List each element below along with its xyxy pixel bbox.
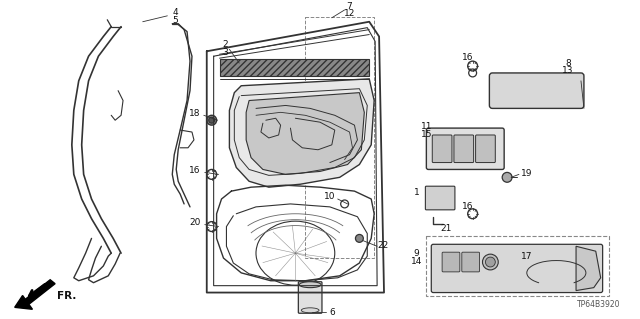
Text: 22: 22 (378, 241, 388, 250)
Bar (220, 59, 369, 76)
Polygon shape (576, 246, 601, 291)
Text: 7: 7 (347, 3, 353, 11)
Circle shape (207, 115, 216, 125)
Circle shape (502, 172, 512, 182)
Text: 5: 5 (172, 16, 178, 25)
Polygon shape (246, 93, 364, 174)
Ellipse shape (301, 308, 319, 313)
Text: 20: 20 (189, 218, 200, 227)
Text: 13: 13 (563, 66, 574, 76)
FancyBboxPatch shape (426, 186, 455, 210)
Text: 3: 3 (223, 48, 228, 57)
Circle shape (355, 234, 364, 242)
Text: 14: 14 (411, 256, 422, 265)
Circle shape (209, 117, 214, 123)
FancyBboxPatch shape (426, 128, 504, 169)
Text: 16: 16 (189, 166, 201, 175)
Text: 6: 6 (329, 308, 335, 317)
FancyBboxPatch shape (432, 135, 452, 163)
Text: 16: 16 (462, 53, 474, 62)
Text: 16: 16 (462, 202, 474, 211)
FancyBboxPatch shape (454, 135, 474, 163)
Bar (305, 17, 374, 258)
Circle shape (483, 254, 499, 270)
Text: 8: 8 (565, 59, 571, 68)
Polygon shape (22, 280, 55, 305)
Text: 18: 18 (189, 109, 201, 118)
Text: FR.: FR. (57, 291, 76, 300)
Text: 21: 21 (440, 224, 452, 233)
Polygon shape (229, 79, 374, 187)
Polygon shape (15, 295, 33, 309)
Text: 17: 17 (521, 252, 532, 261)
Text: 12: 12 (344, 9, 355, 19)
FancyBboxPatch shape (431, 244, 603, 293)
Text: 11: 11 (420, 122, 432, 130)
Text: TP64B3920: TP64B3920 (577, 300, 620, 309)
FancyBboxPatch shape (490, 73, 584, 108)
Text: 4: 4 (172, 8, 178, 17)
FancyBboxPatch shape (442, 252, 460, 272)
Text: 1: 1 (413, 188, 419, 197)
Text: 15: 15 (420, 130, 432, 138)
Circle shape (486, 257, 495, 267)
Bar (426, 236, 609, 295)
Text: 9: 9 (413, 249, 419, 258)
FancyBboxPatch shape (476, 135, 495, 163)
FancyBboxPatch shape (462, 252, 479, 272)
Text: 2: 2 (223, 40, 228, 49)
FancyBboxPatch shape (298, 282, 322, 313)
Ellipse shape (300, 282, 321, 288)
Text: 10: 10 (324, 191, 335, 201)
Text: 19: 19 (521, 169, 532, 178)
